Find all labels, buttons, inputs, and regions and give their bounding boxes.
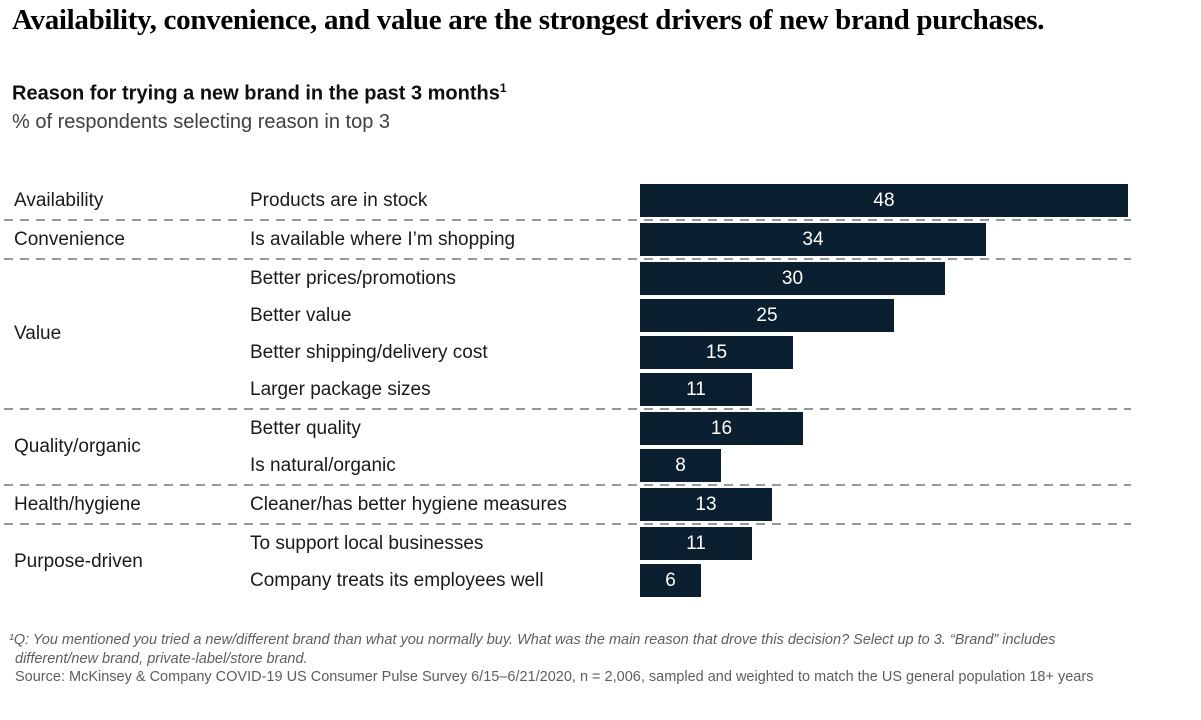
group-divider — [4, 408, 1131, 410]
reason-label: Better value — [250, 305, 352, 326]
category-group: Health/hygiene Cleaner/has better hygiene… — [0, 486, 1201, 523]
bar: 34 — [640, 223, 986, 256]
bar-value-label: 6 — [665, 569, 676, 591]
category-label: Quality/organic — [14, 436, 141, 457]
chart-heading-text: Reason for trying a new brand in the pas… — [12, 82, 500, 105]
reason-label: Is available where I’m shopping — [250, 229, 516, 250]
bar: 16 — [640, 412, 803, 445]
bar-value-label: 8 — [675, 454, 686, 476]
bar-value-label: 30 — [781, 267, 804, 289]
bar: 25 — [640, 299, 894, 332]
reason-label: Products are in stock — [250, 190, 428, 211]
category-group: Purpose-driven To support local businesse… — [0, 525, 1201, 599]
category-label: Convenience — [14, 228, 125, 250]
bar-row: To support local businesses 11 — [0, 525, 1201, 562]
bar: 30 — [640, 262, 945, 295]
category-label: Health/hygiene — [14, 493, 141, 515]
bar-row: Larger package sizes 11 — [0, 371, 1201, 408]
bar: 48 — [640, 184, 1128, 217]
category-group: Value Better prices/promotions 30 Better va… — [0, 260, 1201, 408]
chart-heading: Reason for trying a new brand in the pas… — [12, 81, 507, 106]
footnotes: ¹Q: You mentioned you tried a new/differ… — [9, 631, 1129, 687]
bar-row: Is available where I’m shopping 34 — [0, 221, 1201, 258]
bar-row: Better shipping/delivery cost 15 — [0, 334, 1201, 371]
bar-value-label: 11 — [686, 378, 706, 400]
reason-label: Better shipping/delivery cost — [250, 342, 488, 363]
group-divider — [4, 258, 1131, 260]
bar: 15 — [640, 336, 793, 369]
category-label: Purpose-driven — [14, 551, 143, 572]
bar-row: Company treats its employees well 6 — [0, 562, 1201, 599]
footnote-source: Source: McKinsey & Company COVID-19 US C… — [15, 669, 1094, 685]
bar: 11 — [640, 373, 752, 406]
category-group: Convenience Is available where I’m shoppi… — [0, 221, 1201, 258]
bar-value-label: 13 — [695, 493, 717, 515]
bar-value-label: 48 — [873, 189, 895, 211]
bar-row: Products are in stock 48 — [0, 182, 1201, 219]
group-divider — [4, 219, 1131, 221]
category-group: Quality/organic Better quality 16 Is natura… — [0, 410, 1201, 484]
bar-value-label: 15 — [705, 341, 728, 363]
bar: 13 — [640, 488, 772, 521]
reason-label: Company treats its employees well — [250, 570, 544, 591]
bar-chart: Availability Products are in stock 48 Conve… — [0, 182, 1201, 599]
footnote-question: ¹Q: You mentioned you tried a new/differ… — [9, 632, 1056, 667]
bar-row: Better value 25 — [0, 297, 1201, 334]
bar-value-label: 11 — [686, 532, 706, 554]
bar-row: Better prices/promotions 30 — [0, 260, 1201, 297]
bar-value-label: 34 — [802, 228, 824, 250]
category-group: Availability Products are in stock 48 — [0, 182, 1201, 219]
chart-subheading: % of respondents selecting reason in top… — [12, 110, 391, 133]
bar: 11 — [640, 527, 752, 560]
reason-label: Better quality — [250, 418, 361, 439]
bar-row: Better quality 16 — [0, 410, 1201, 447]
bar: 8 — [640, 449, 721, 482]
reason-label: Larger package sizes — [250, 379, 431, 400]
reason-label: Better prices/promotions — [250, 268, 456, 289]
footnote-marker: 1 — [499, 81, 507, 95]
reason-label: Is natural/organic — [250, 455, 396, 476]
group-divider — [4, 484, 1131, 486]
bar-value-label: 25 — [756, 304, 778, 326]
bar-row: Cleaner/has better hygiene measures 13 — [0, 486, 1201, 523]
group-divider — [4, 523, 1131, 525]
bar-value-label: 16 — [710, 417, 733, 439]
category-label: Value — [14, 323, 62, 344]
bar: 6 — [640, 564, 701, 597]
reason-label: Cleaner/has better hygiene measures — [250, 494, 567, 515]
category-label: Availability — [14, 189, 104, 211]
page-title: Availability, convenience, and value are… — [12, 4, 1045, 36]
bar-row: Is natural/organic 8 — [0, 447, 1201, 484]
chart-header: Reason for trying a new brand in the pas… — [12, 81, 507, 134]
reason-label: To support local businesses — [250, 533, 484, 554]
